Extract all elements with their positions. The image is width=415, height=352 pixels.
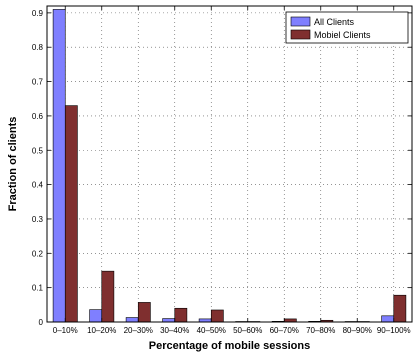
x-tick-label-4: 40–50% [197, 326, 226, 335]
plot-background [47, 6, 412, 322]
legend-label-mobiel-clients: Mobiel Clients [314, 30, 371, 40]
x-tick-label-6: 60–70% [270, 326, 299, 335]
bar-all-clients-9 [381, 315, 395, 323]
x-tick-label-1: 10–20% [87, 326, 116, 335]
legend-label-all-clients: All Clients [314, 17, 355, 27]
y-tick-label-0: 0 [39, 318, 44, 327]
bar-mobiel-clients-9 [393, 294, 407, 323]
x-tick-label-9: 90–100% [377, 326, 411, 335]
x-axis-label: Percentage of mobile sessions [149, 340, 310, 352]
bar-all-clients-3 [162, 318, 176, 323]
bar-mobiel-clients-1 [101, 270, 115, 323]
y-axis-label: Fraction of clients [7, 117, 19, 212]
bar-all-clients-2 [125, 317, 139, 323]
legend-swatch-mobiel-clients [290, 29, 311, 40]
y-tick-label-4: 0.4 [32, 181, 44, 190]
grid-lines [47, 6, 412, 322]
bar-all-clients-1 [89, 309, 103, 323]
x-tick-label-3: 30–40% [160, 326, 189, 335]
legend: All Clients Mobiel Clients [285, 11, 409, 44]
x-tick-label-5: 50–60% [233, 326, 262, 335]
legend-swatch-all-clients [290, 16, 311, 27]
y-tick-label-1: 0.1 [32, 284, 44, 293]
y-tick-label-3: 0.3 [32, 215, 44, 224]
bar-mobiel-clients-2 [137, 302, 151, 323]
y-axis-ticks: 0 0.1 0.2 0.3 0.4 0.5 0.6 0.7 0.8 0.9 [32, 9, 412, 327]
bar-all-clients-0 [52, 9, 66, 323]
x-tick-label-2: 20–30% [124, 326, 153, 335]
x-tick-label-8: 80–90% [343, 326, 372, 335]
y-tick-label-7: 0.7 [32, 78, 44, 87]
plot-frame [46, 5, 413, 323]
x-axis-ticks: 0–10% 10–20% 20–30% 30–40% 40–50% 50–60% 60–70… [53, 6, 411, 335]
x-tick-label-0: 0–10% [53, 326, 78, 335]
y-tick-label-2: 0.2 [32, 249, 44, 258]
y-tick-label-5: 0.5 [32, 146, 44, 155]
x-tick-label-7: 70–80% [306, 326, 335, 335]
y-tick-label-9: 0.9 [32, 9, 44, 18]
bar-mobiel-clients-3 [174, 307, 188, 323]
bars-group [52, 9, 407, 323]
y-tick-label-8: 0.8 [32, 43, 44, 52]
bar-mobiel-clients-4 [210, 309, 224, 323]
y-tick-label-6: 0.6 [32, 112, 44, 121]
bar-mobiel-clients-0 [64, 105, 78, 323]
